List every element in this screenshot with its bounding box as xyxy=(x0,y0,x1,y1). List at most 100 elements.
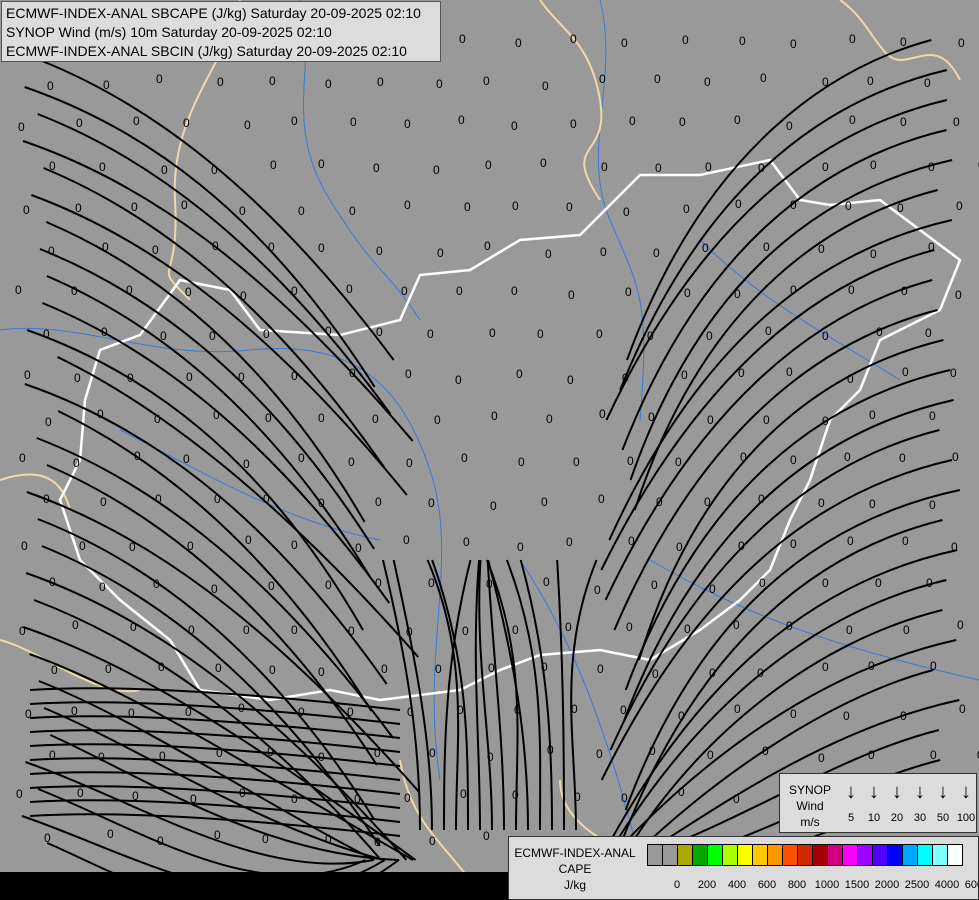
cape-value: 0 xyxy=(186,370,193,384)
cape-value: 0 xyxy=(786,619,793,633)
streamline xyxy=(39,59,395,361)
cape-value: 0 xyxy=(738,539,745,553)
cape-value: 0 xyxy=(517,540,524,554)
cape-value: 0 xyxy=(900,35,907,49)
cape-value: 0 xyxy=(627,454,634,468)
cape-value: 0 xyxy=(739,34,746,48)
streamline xyxy=(29,799,401,823)
cape-value: 0 xyxy=(849,113,856,127)
cape-value: 0 xyxy=(734,287,741,301)
cape-value: 0 xyxy=(350,115,357,129)
streamline xyxy=(619,69,948,391)
cape-value: 0 xyxy=(24,368,31,382)
cape-value: 0 xyxy=(245,533,252,547)
cape-value: 0 xyxy=(902,365,909,379)
streamline xyxy=(21,815,386,893)
cape-value: 0 xyxy=(930,748,937,762)
country-border xyxy=(539,0,603,201)
streamline xyxy=(45,221,366,523)
cape-value: 0 xyxy=(265,411,272,425)
cape-value: 0 xyxy=(374,746,381,760)
cape-value: 0 xyxy=(458,113,465,127)
cape-value: 0 xyxy=(818,496,825,510)
cape-value: 0 xyxy=(238,370,245,384)
streamline xyxy=(570,559,598,831)
cape-value: 0 xyxy=(185,285,192,299)
cape-color-swatch xyxy=(723,845,738,865)
cape-value: 0 xyxy=(707,413,714,427)
cape-value: 0 xyxy=(43,327,50,341)
cape-value: 0 xyxy=(757,666,764,680)
cape-value: 0 xyxy=(707,748,714,762)
cape-value: 0 xyxy=(267,745,274,759)
arrow-down-icon: ↓ xyxy=(846,781,856,803)
cape-value: 0 xyxy=(185,705,192,719)
streamline xyxy=(29,813,401,837)
cape-value: 0 xyxy=(102,240,109,254)
cape-value: 0 xyxy=(822,329,829,343)
cape-value: 0 xyxy=(127,371,134,385)
cape-value: 0 xyxy=(735,197,742,211)
streamline xyxy=(624,489,961,811)
cape-value: 0 xyxy=(541,660,548,674)
cape-value: 0 xyxy=(515,36,522,50)
cape-value: 0 xyxy=(244,118,251,132)
cape-scale-label: 200 xyxy=(697,879,717,891)
cape-value: 0 xyxy=(845,199,852,213)
cape-value: 0 xyxy=(734,113,741,127)
cape-value: 0 xyxy=(239,204,246,218)
cape-value: 0 xyxy=(153,577,160,591)
cape-value: 0 xyxy=(157,834,164,848)
cape-value: 0 xyxy=(620,703,627,717)
cape-value: 0 xyxy=(21,539,28,553)
cape-color-swatch xyxy=(693,845,708,865)
cape-value: 0 xyxy=(709,582,716,596)
cape-value: 0 xyxy=(955,288,962,302)
cape-value: 0 xyxy=(428,576,435,590)
cape-value: 0 xyxy=(211,163,218,177)
cape-value: 0 xyxy=(653,246,660,260)
cape-value: 0 xyxy=(325,324,332,338)
cape-value-labels: 0 0 0 0 0 0 0 0 0 0 0 0 0 0 0 0 0 0 0 0 0 0 0 0 0 0 0 0 0 0 0 0 0 0 0 0 0 0 0 0… xyxy=(15,32,979,849)
streamline xyxy=(49,734,400,861)
cape-value: 0 xyxy=(545,247,552,261)
cape-value: 0 xyxy=(215,661,222,675)
cape-value: 0 xyxy=(514,703,521,717)
cape-value: 0 xyxy=(818,751,825,765)
cape-value: 0 xyxy=(77,786,84,800)
streamline xyxy=(392,559,433,831)
cape-color-swatch xyxy=(918,845,933,865)
wind-legend-value: 10 xyxy=(867,812,881,824)
cape-value: 0 xyxy=(49,159,56,173)
cape-value: 0 xyxy=(682,33,689,47)
cape-value: 0 xyxy=(924,76,931,90)
cape-value: 0 xyxy=(49,575,56,589)
cape-value: 0 xyxy=(376,244,383,258)
cape-value: 0 xyxy=(573,455,580,469)
cape-value: 0 xyxy=(79,539,86,553)
cape-legend-line: CAPE xyxy=(558,862,592,876)
cape-value: 0 xyxy=(403,533,410,547)
cape-value: 0 xyxy=(325,578,332,592)
streamline xyxy=(486,559,519,831)
cape-value: 0 xyxy=(848,283,855,297)
country-border xyxy=(839,0,961,81)
river xyxy=(519,559,641,861)
cape-value: 0 xyxy=(950,366,957,380)
wind-legend: SYNOP Wind m/s ↓ 5 ↓ 10 ↓ 20 ↓ 30 ↓ 50 ↓ 100 xyxy=(779,773,977,833)
cape-scale-label: 400 xyxy=(727,879,747,891)
cape-color-swatch xyxy=(678,845,693,865)
cape-value: 0 xyxy=(404,791,411,805)
streamline xyxy=(42,302,391,604)
wind-legend-value: 50 xyxy=(936,812,950,824)
cape-value: 0 xyxy=(869,408,876,422)
cape-value: 0 xyxy=(489,326,496,340)
cape-value: 0 xyxy=(702,241,709,255)
cape-value: 0 xyxy=(404,117,411,131)
streamline xyxy=(519,559,553,831)
cape-value: 0 xyxy=(160,329,167,343)
cape-value: 0 xyxy=(462,624,469,638)
streamline xyxy=(621,129,947,451)
streamline xyxy=(604,579,947,861)
